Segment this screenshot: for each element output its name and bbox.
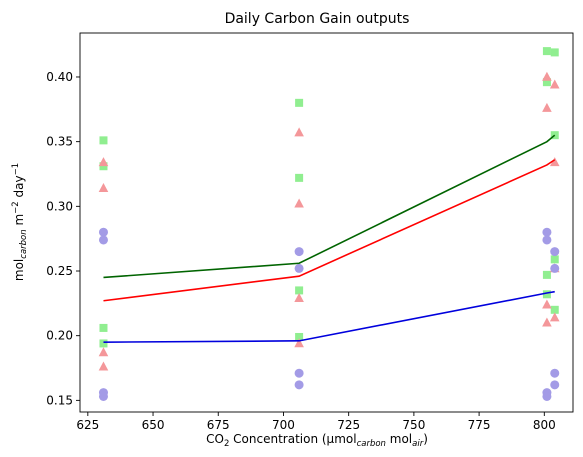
- square-point: [295, 286, 304, 295]
- y-label-prefix-sub: carbon: [19, 229, 29, 258]
- series-line: [103, 134, 556, 279]
- square-point: [99, 323, 108, 332]
- square-point: [295, 98, 304, 107]
- square-point: [542, 290, 551, 299]
- triangle-point: [294, 338, 304, 348]
- square-point: [295, 332, 304, 341]
- circle-point: [550, 247, 560, 257]
- y-label-main-sup: −1: [11, 163, 21, 176]
- y-tick-label: 0.20: [46, 329, 73, 343]
- triangle-point: [542, 299, 552, 309]
- triangle-point: [542, 102, 552, 112]
- x-tick-label: 625: [76, 418, 99, 432]
- plot-area: [98, 47, 560, 401]
- x-tick-label: 750: [402, 418, 425, 432]
- circle-point: [294, 368, 304, 378]
- x-label-suffix: ): [423, 432, 428, 446]
- triangle-point: [294, 292, 304, 302]
- square-point: [550, 255, 559, 264]
- circle-point: [98, 391, 108, 401]
- series-line: [103, 290, 555, 343]
- square-point: [542, 270, 551, 279]
- triangle-point: [549, 79, 560, 89]
- x-tick-label: 725: [337, 418, 360, 432]
- y-tick-label: 0.30: [46, 199, 73, 213]
- circle-point: [294, 263, 304, 273]
- square-point: [550, 305, 559, 314]
- x-label-main: Concentration (µmol: [229, 432, 356, 446]
- square-point: [542, 78, 551, 87]
- x-label-mid: mol: [386, 432, 412, 446]
- circle-point: [98, 235, 108, 245]
- y-tick-label: 0.15: [46, 393, 73, 407]
- x-tick-label: 775: [468, 418, 491, 432]
- x-label-prefix: CO: [206, 432, 224, 446]
- x-tick-label: 650: [142, 418, 165, 432]
- square-point: [99, 162, 108, 171]
- circle-point: [98, 227, 108, 237]
- triangle-point: [549, 312, 560, 322]
- axes: 625 650 675 700 725 750 775 800 0.15 0.20 0.25 0.30…: [46, 32, 574, 432]
- x-label-main-sub: carbon: [357, 439, 386, 449]
- chart-title: Daily Carbon Gain outputs: [225, 11, 410, 27]
- square-point: [99, 136, 108, 145]
- x-tick-label: 700: [272, 418, 295, 432]
- triangle-point: [542, 317, 552, 327]
- square-point: [295, 173, 304, 182]
- x-label-prefix-sub: 2: [224, 439, 229, 449]
- triangle-point: [98, 361, 109, 371]
- triangle-point: [294, 127, 304, 137]
- triangle-point: [98, 183, 109, 193]
- circle-point: [294, 247, 304, 257]
- x-label-mid-sub: air: [412, 439, 424, 449]
- y-axis-label: molcarbon m−2 day−1: [11, 163, 29, 281]
- triangle-point: [98, 157, 109, 167]
- y-label-prefix: mol: [12, 259, 26, 281]
- y-label-mid: m: [12, 214, 26, 230]
- circle-point: [542, 391, 552, 401]
- triangle-point: [294, 198, 304, 208]
- circle-point: [550, 368, 560, 378]
- x-tick-label: 675: [207, 418, 230, 432]
- triangle-point: [542, 71, 552, 81]
- square-point: [550, 131, 559, 140]
- circle-point: [550, 380, 560, 390]
- triangle-point: [98, 347, 109, 357]
- y-label-main: day: [12, 175, 26, 201]
- axes-frame: [79, 32, 574, 413]
- x-axis-label: CO2 Concentration (µmolcarbon molair): [206, 432, 428, 449]
- circle-point: [542, 227, 552, 237]
- y-label-mid-sup: −2: [11, 201, 21, 214]
- y-tick-label: 0.40: [46, 70, 73, 84]
- square-point: [550, 48, 559, 57]
- circle-point: [550, 263, 560, 273]
- x-tick-label: 800: [533, 418, 556, 432]
- y-tick-label: 0.25: [46, 264, 73, 278]
- square-point: [542, 47, 551, 56]
- circle-point: [542, 235, 552, 245]
- square-point: [99, 339, 108, 348]
- y-tick-label: 0.35: [46, 135, 73, 149]
- circle-point: [294, 380, 304, 390]
- series-line: [103, 159, 556, 302]
- triangle-point: [549, 157, 560, 167]
